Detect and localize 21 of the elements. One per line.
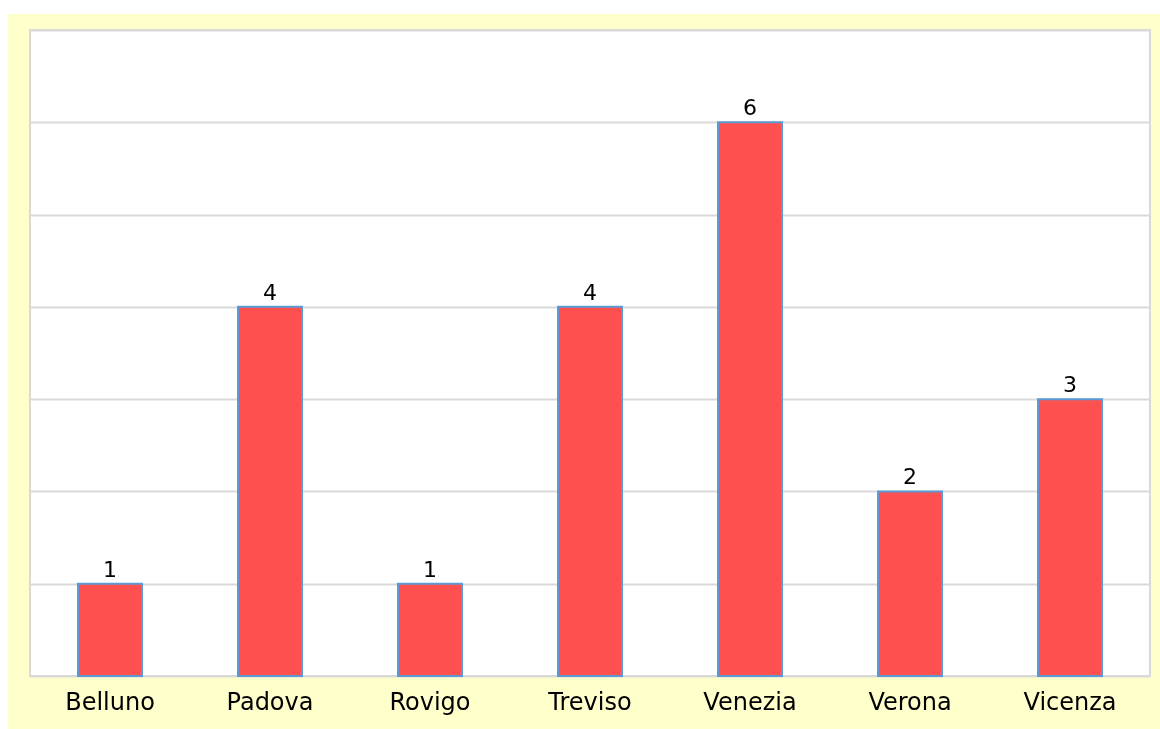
bar (77, 582, 143, 677)
x-tick-label: Verona (868, 687, 952, 716)
x-tick-label: Belluno (65, 687, 155, 716)
x-tick-label: Treviso (547, 687, 632, 716)
x-tick-label: Rovigo (389, 687, 471, 716)
x-tick-label: Padova (226, 687, 314, 716)
data-label: 6 (743, 95, 757, 121)
bar (557, 305, 623, 677)
data-label: 1 (103, 556, 117, 582)
data-label: 3 (1063, 372, 1077, 398)
x-tick-label: Vicenza (1023, 687, 1117, 716)
bar (717, 121, 783, 677)
bar (397, 582, 463, 677)
bar (877, 490, 943, 677)
data-label: 4 (583, 279, 597, 305)
data-label: 4 (263, 279, 277, 305)
x-tick-label: Venezia (703, 687, 797, 716)
data-label: 1 (423, 556, 437, 582)
bar (1037, 398, 1103, 677)
data-label: 2 (903, 464, 917, 490)
bar (237, 305, 303, 677)
